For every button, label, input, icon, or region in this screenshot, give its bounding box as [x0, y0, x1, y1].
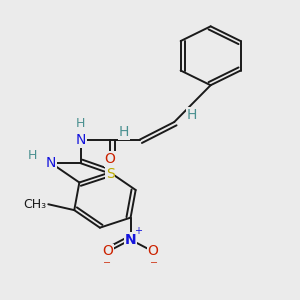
- Text: CH₃: CH₃: [23, 198, 46, 211]
- Text: ⁻: ⁻: [150, 258, 158, 273]
- Text: S: S: [106, 167, 115, 181]
- Text: H: H: [28, 149, 37, 162]
- Text: N: N: [125, 233, 136, 247]
- Text: H: H: [119, 125, 129, 139]
- Text: O: O: [103, 244, 113, 259]
- Text: O: O: [148, 244, 158, 259]
- Text: H: H: [76, 117, 86, 130]
- Text: O: O: [105, 152, 116, 166]
- Text: H: H: [187, 108, 197, 122]
- Text: N: N: [76, 133, 86, 147]
- Text: ⁻: ⁻: [103, 258, 111, 273]
- Text: N: N: [46, 156, 56, 170]
- Text: +: +: [134, 226, 142, 236]
